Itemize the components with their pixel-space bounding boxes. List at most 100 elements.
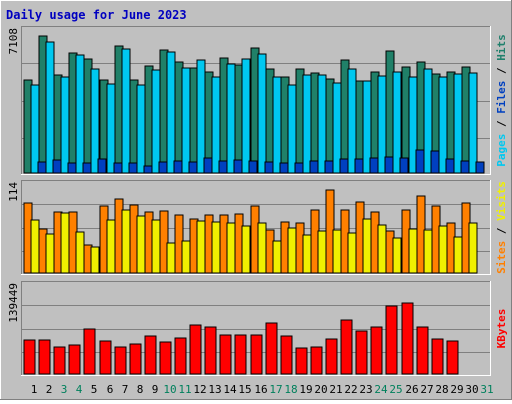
bar-sites-day-30	[468, 222, 478, 274]
x-tick-label-day-5: 5	[91, 383, 98, 396]
bar-sites-day-22	[347, 232, 357, 274]
bar-pages-day-26	[415, 149, 425, 174]
bar-sites-day-10	[166, 242, 176, 274]
bar-sites-day-2	[45, 233, 55, 274]
bar-sites-day-18	[287, 227, 297, 274]
bar-sites-day-24	[377, 224, 387, 274]
x-tick-label-day-14: 14	[223, 383, 237, 396]
bar-pages-day-2	[52, 159, 62, 174]
bar-sites-day-28	[438, 225, 448, 274]
axis-title-part: KBytes	[495, 309, 508, 349]
bar-pages-day-27	[430, 150, 440, 174]
x-tick-label-day-27: 27	[420, 383, 433, 396]
bar-pages-day-18	[294, 162, 304, 174]
bar-kbytes-day-29	[446, 340, 459, 375]
bar-pages-day-9	[158, 161, 168, 174]
bar-sites-day-11	[181, 240, 191, 274]
x-tick-label-day-2: 2	[46, 383, 53, 396]
bar-kbytes-day-17	[265, 322, 278, 375]
bar-files-day-16	[257, 53, 267, 174]
bar-files-day-10	[166, 51, 176, 174]
bar-pages-day-21	[339, 158, 349, 174]
bar-sites-day-23	[362, 218, 372, 274]
x-tick-label-day-18: 18	[284, 383, 297, 396]
bar-pages-day-14	[233, 159, 243, 174]
axis-title-right: Pages / Files / Hits	[495, 34, 508, 167]
x-tick-label-day-4: 4	[76, 383, 83, 396]
bar-kbytes-day-2	[38, 339, 51, 375]
bar-pages-day-1	[37, 161, 47, 174]
bar-pages-day-30	[475, 161, 485, 174]
bar-files-day-3	[60, 76, 70, 174]
bar-kbytes-day-3	[53, 346, 66, 375]
bar-pages-day-5	[97, 158, 107, 174]
bar-sites-day-8	[136, 215, 146, 274]
bar-pages-day-23	[369, 157, 379, 174]
bar-pages-day-16	[264, 161, 274, 174]
bar-pages-day-20	[324, 160, 334, 174]
bar-pages-day-7	[128, 162, 138, 174]
bar-kbytes-day-13	[204, 326, 217, 375]
bar-files-day-11	[181, 67, 191, 174]
bar-sites-day-6	[106, 219, 116, 274]
bar-pages-day-17	[279, 162, 289, 174]
bar-kbytes-day-20	[310, 346, 323, 375]
bar-files-day-22	[347, 68, 357, 174]
bar-pages-day-13	[218, 160, 228, 174]
bar-files-day-4	[75, 54, 85, 174]
y-max-label: 139449	[7, 283, 20, 323]
bar-pages-day-10	[173, 160, 183, 174]
bar-files-day-25	[392, 71, 402, 174]
series-pages	[37, 149, 485, 174]
x-tick-label-day-10: 10	[163, 383, 176, 396]
bar-sites-day-1	[30, 219, 40, 274]
axis-title-right: Sites / Visits	[495, 181, 508, 274]
bar-pages-day-19	[309, 160, 319, 174]
series-kbytes	[23, 302, 459, 375]
bar-kbytes-day-22	[340, 319, 353, 375]
bar-kbytes-day-9	[144, 335, 157, 375]
x-tick-label-day-3: 3	[61, 383, 68, 396]
bar-kbytes-day-21	[325, 338, 338, 375]
bar-sites-day-9	[151, 219, 161, 274]
bar-sites-day-15	[241, 225, 251, 274]
bar-files-day-30	[468, 72, 478, 174]
bar-sites-day-19	[302, 234, 312, 274]
bar-sites-day-12	[196, 220, 206, 274]
bar-kbytes-day-25	[385, 305, 398, 375]
bar-kbytes-day-19	[295, 347, 308, 375]
x-tick-label-day-12: 12	[193, 383, 206, 396]
x-tick-label-day-25: 25	[389, 383, 402, 396]
bar-pages-day-24	[384, 156, 394, 174]
bar-sites-day-20	[317, 230, 327, 274]
bar-files-day-17	[272, 76, 282, 174]
x-tick-label-day-28: 28	[435, 383, 448, 396]
bar-kbytes-day-15	[234, 334, 247, 375]
chart-panel-3: 139449 KBytes	[7, 281, 508, 376]
x-tick-label-day-11: 11	[178, 383, 191, 396]
bar-sites-day-16	[257, 222, 267, 274]
x-tick-label-day-7: 7	[122, 383, 129, 396]
x-tick-label-day-8: 8	[137, 383, 144, 396]
bar-kbytes-day-11	[174, 337, 187, 375]
bar-kbytes-day-27	[416, 326, 429, 375]
axis-title-right: KBytes	[495, 309, 508, 349]
bar-files-day-29	[453, 73, 463, 174]
axis-title-part: /	[495, 114, 508, 134]
x-tick-label-day-31: 31	[480, 383, 493, 396]
x-tick-label-day-13: 13	[208, 383, 221, 396]
bar-kbytes-day-1	[23, 339, 36, 375]
bar-sites-day-27	[423, 229, 433, 274]
series-files	[30, 41, 478, 174]
bar-pages-day-22	[354, 158, 364, 174]
bar-pages-day-4	[82, 162, 92, 174]
bar-kbytes-day-18	[280, 335, 293, 375]
bar-files-day-9	[151, 69, 161, 174]
axis-title-part: Files	[495, 81, 508, 114]
bar-files-day-27	[423, 68, 433, 174]
bar-sites-day-13	[211, 221, 221, 274]
x-tick-label-day-6: 6	[107, 383, 114, 396]
x-tick-label-day-20: 20	[314, 383, 327, 396]
bar-files-day-2	[45, 41, 55, 174]
bar-sites-day-7	[121, 209, 131, 274]
